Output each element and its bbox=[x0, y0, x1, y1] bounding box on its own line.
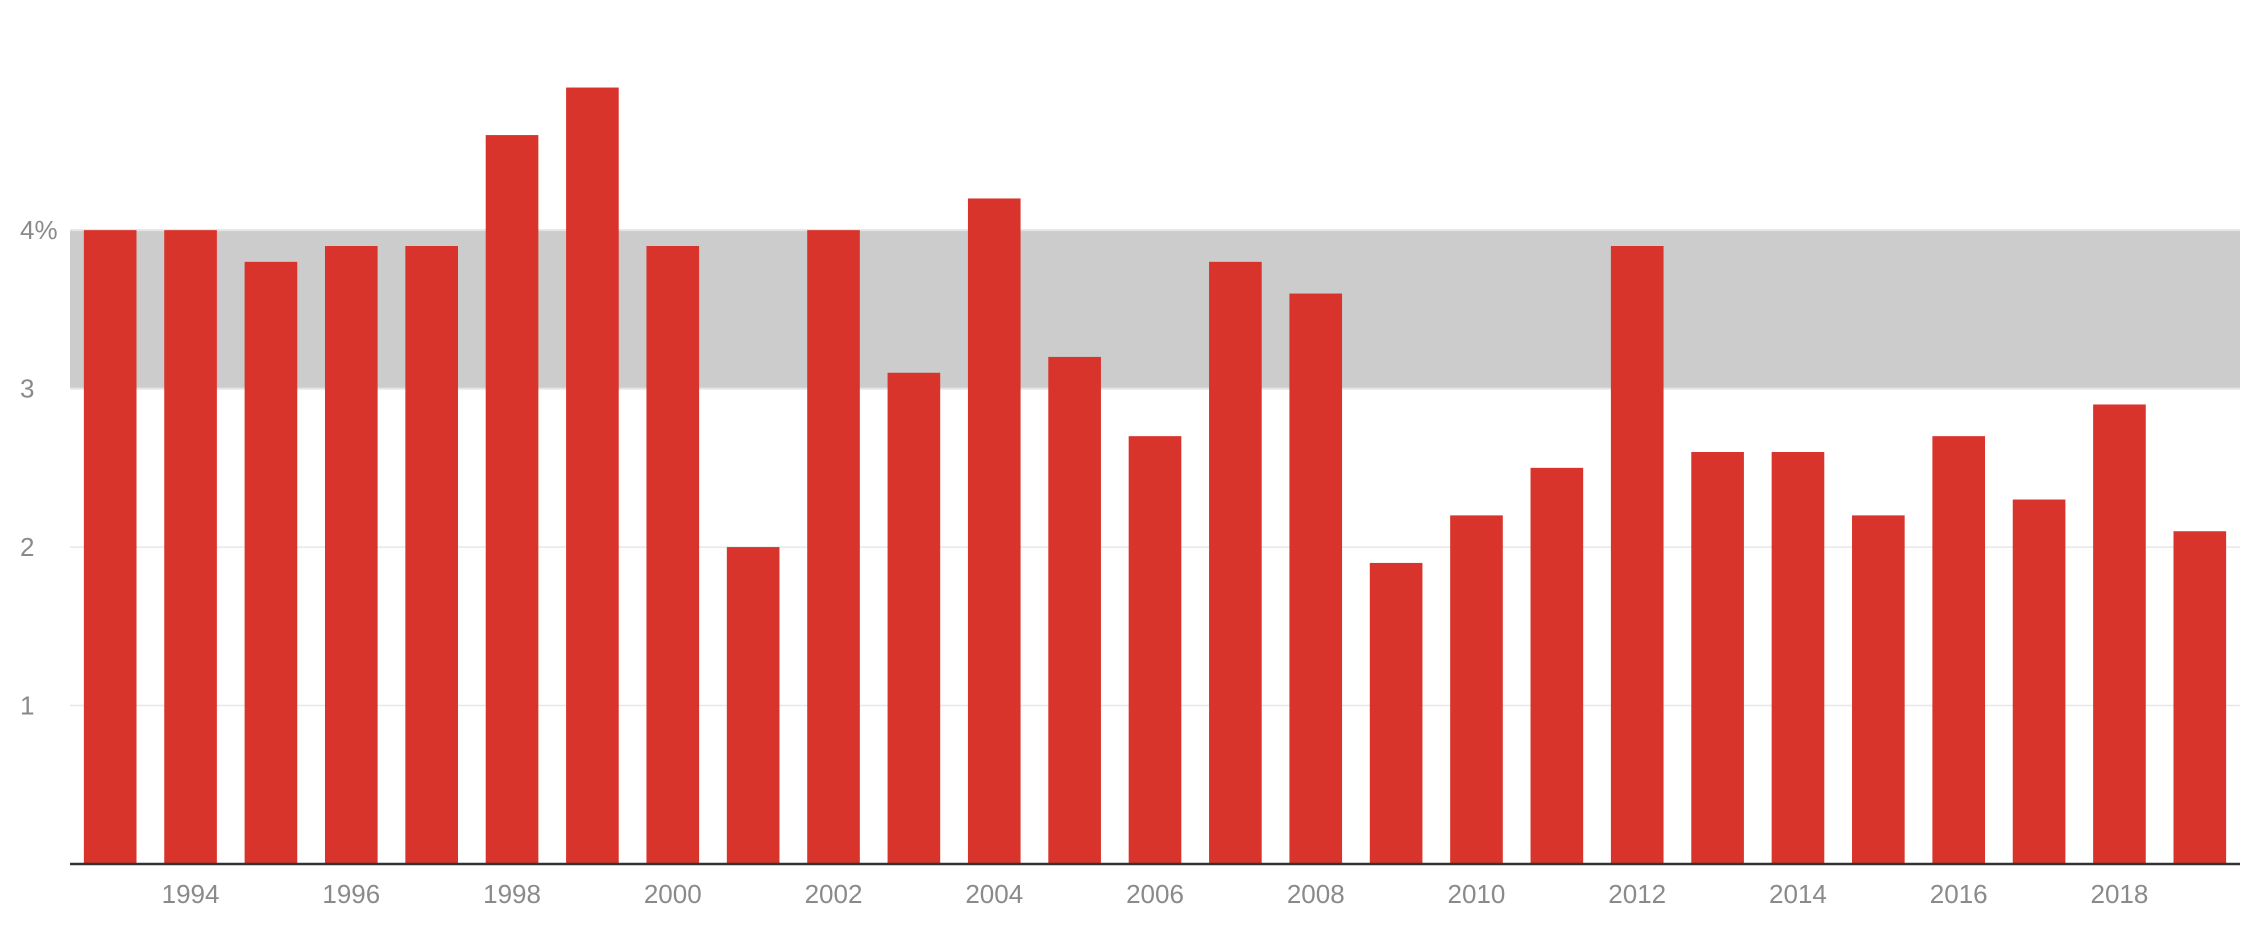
x-tick-label: 2002 bbox=[805, 879, 863, 909]
bar-2012 bbox=[1610, 246, 1664, 864]
bar-2019 bbox=[2173, 531, 2227, 864]
y-tick-label: 1 bbox=[20, 691, 34, 721]
bar-2004 bbox=[967, 198, 1021, 864]
bar-2005 bbox=[1048, 356, 1101, 864]
bar-2002 bbox=[807, 230, 860, 865]
x-tick-label: 2010 bbox=[1448, 879, 1506, 909]
bar-2014 bbox=[1771, 452, 1825, 864]
bar-2017 bbox=[2012, 499, 2066, 864]
x-tick-label: 1994 bbox=[162, 879, 220, 909]
bar-2011 bbox=[1530, 467, 1584, 864]
bar-2007 bbox=[1209, 261, 1262, 864]
bars bbox=[83, 87, 2227, 865]
x-axis-ticks: 1994 1996 1998 2000 2002 2004 2006 2008 2010 2012… bbox=[162, 879, 2149, 909]
y-tick-label: 2 bbox=[20, 532, 34, 562]
bar-2015 bbox=[1852, 515, 1905, 864]
x-tick-label: 2004 bbox=[965, 879, 1023, 909]
x-tick-label: 2006 bbox=[1126, 879, 1184, 909]
y-tick-label: 4% bbox=[20, 215, 58, 245]
bar-1998 bbox=[485, 135, 539, 865]
bar-2018 bbox=[2093, 404, 2146, 864]
bar-2006 bbox=[1128, 436, 1182, 864]
bar-1994 bbox=[164, 230, 217, 865]
bar-2003 bbox=[887, 372, 941, 864]
target-band-rect bbox=[70, 230, 2240, 389]
y-axis-ticks: 1 2 3 4% bbox=[20, 215, 58, 720]
bar-1997 bbox=[405, 246, 458, 864]
bar-1993 bbox=[83, 230, 137, 865]
bar-2000 bbox=[646, 246, 700, 864]
bar-1996 bbox=[324, 246, 378, 864]
target-band bbox=[70, 229, 2240, 390]
x-tick-label: 2016 bbox=[1930, 879, 1988, 909]
bar-2009 bbox=[1369, 562, 1423, 864]
x-tick-label: 2012 bbox=[1608, 879, 1666, 909]
bar-2008 bbox=[1289, 293, 1343, 864]
bar-2001 bbox=[726, 547, 780, 864]
bar-2010 bbox=[1450, 515, 1503, 864]
bar-2016 bbox=[1932, 436, 1986, 864]
x-tick-label: 2018 bbox=[2091, 879, 2149, 909]
bar-2013 bbox=[1691, 452, 1744, 864]
x-tick-label: 1998 bbox=[483, 879, 541, 909]
x-tick-label: 2008 bbox=[1287, 879, 1345, 909]
y-tick-label: 3 bbox=[20, 374, 34, 404]
bar-1995 bbox=[244, 261, 298, 864]
bar-1999 bbox=[566, 87, 619, 865]
x-tick-label: 2000 bbox=[644, 879, 702, 909]
x-tick-label: 2014 bbox=[1769, 879, 1827, 909]
x-tick-label: 1996 bbox=[322, 879, 380, 909]
